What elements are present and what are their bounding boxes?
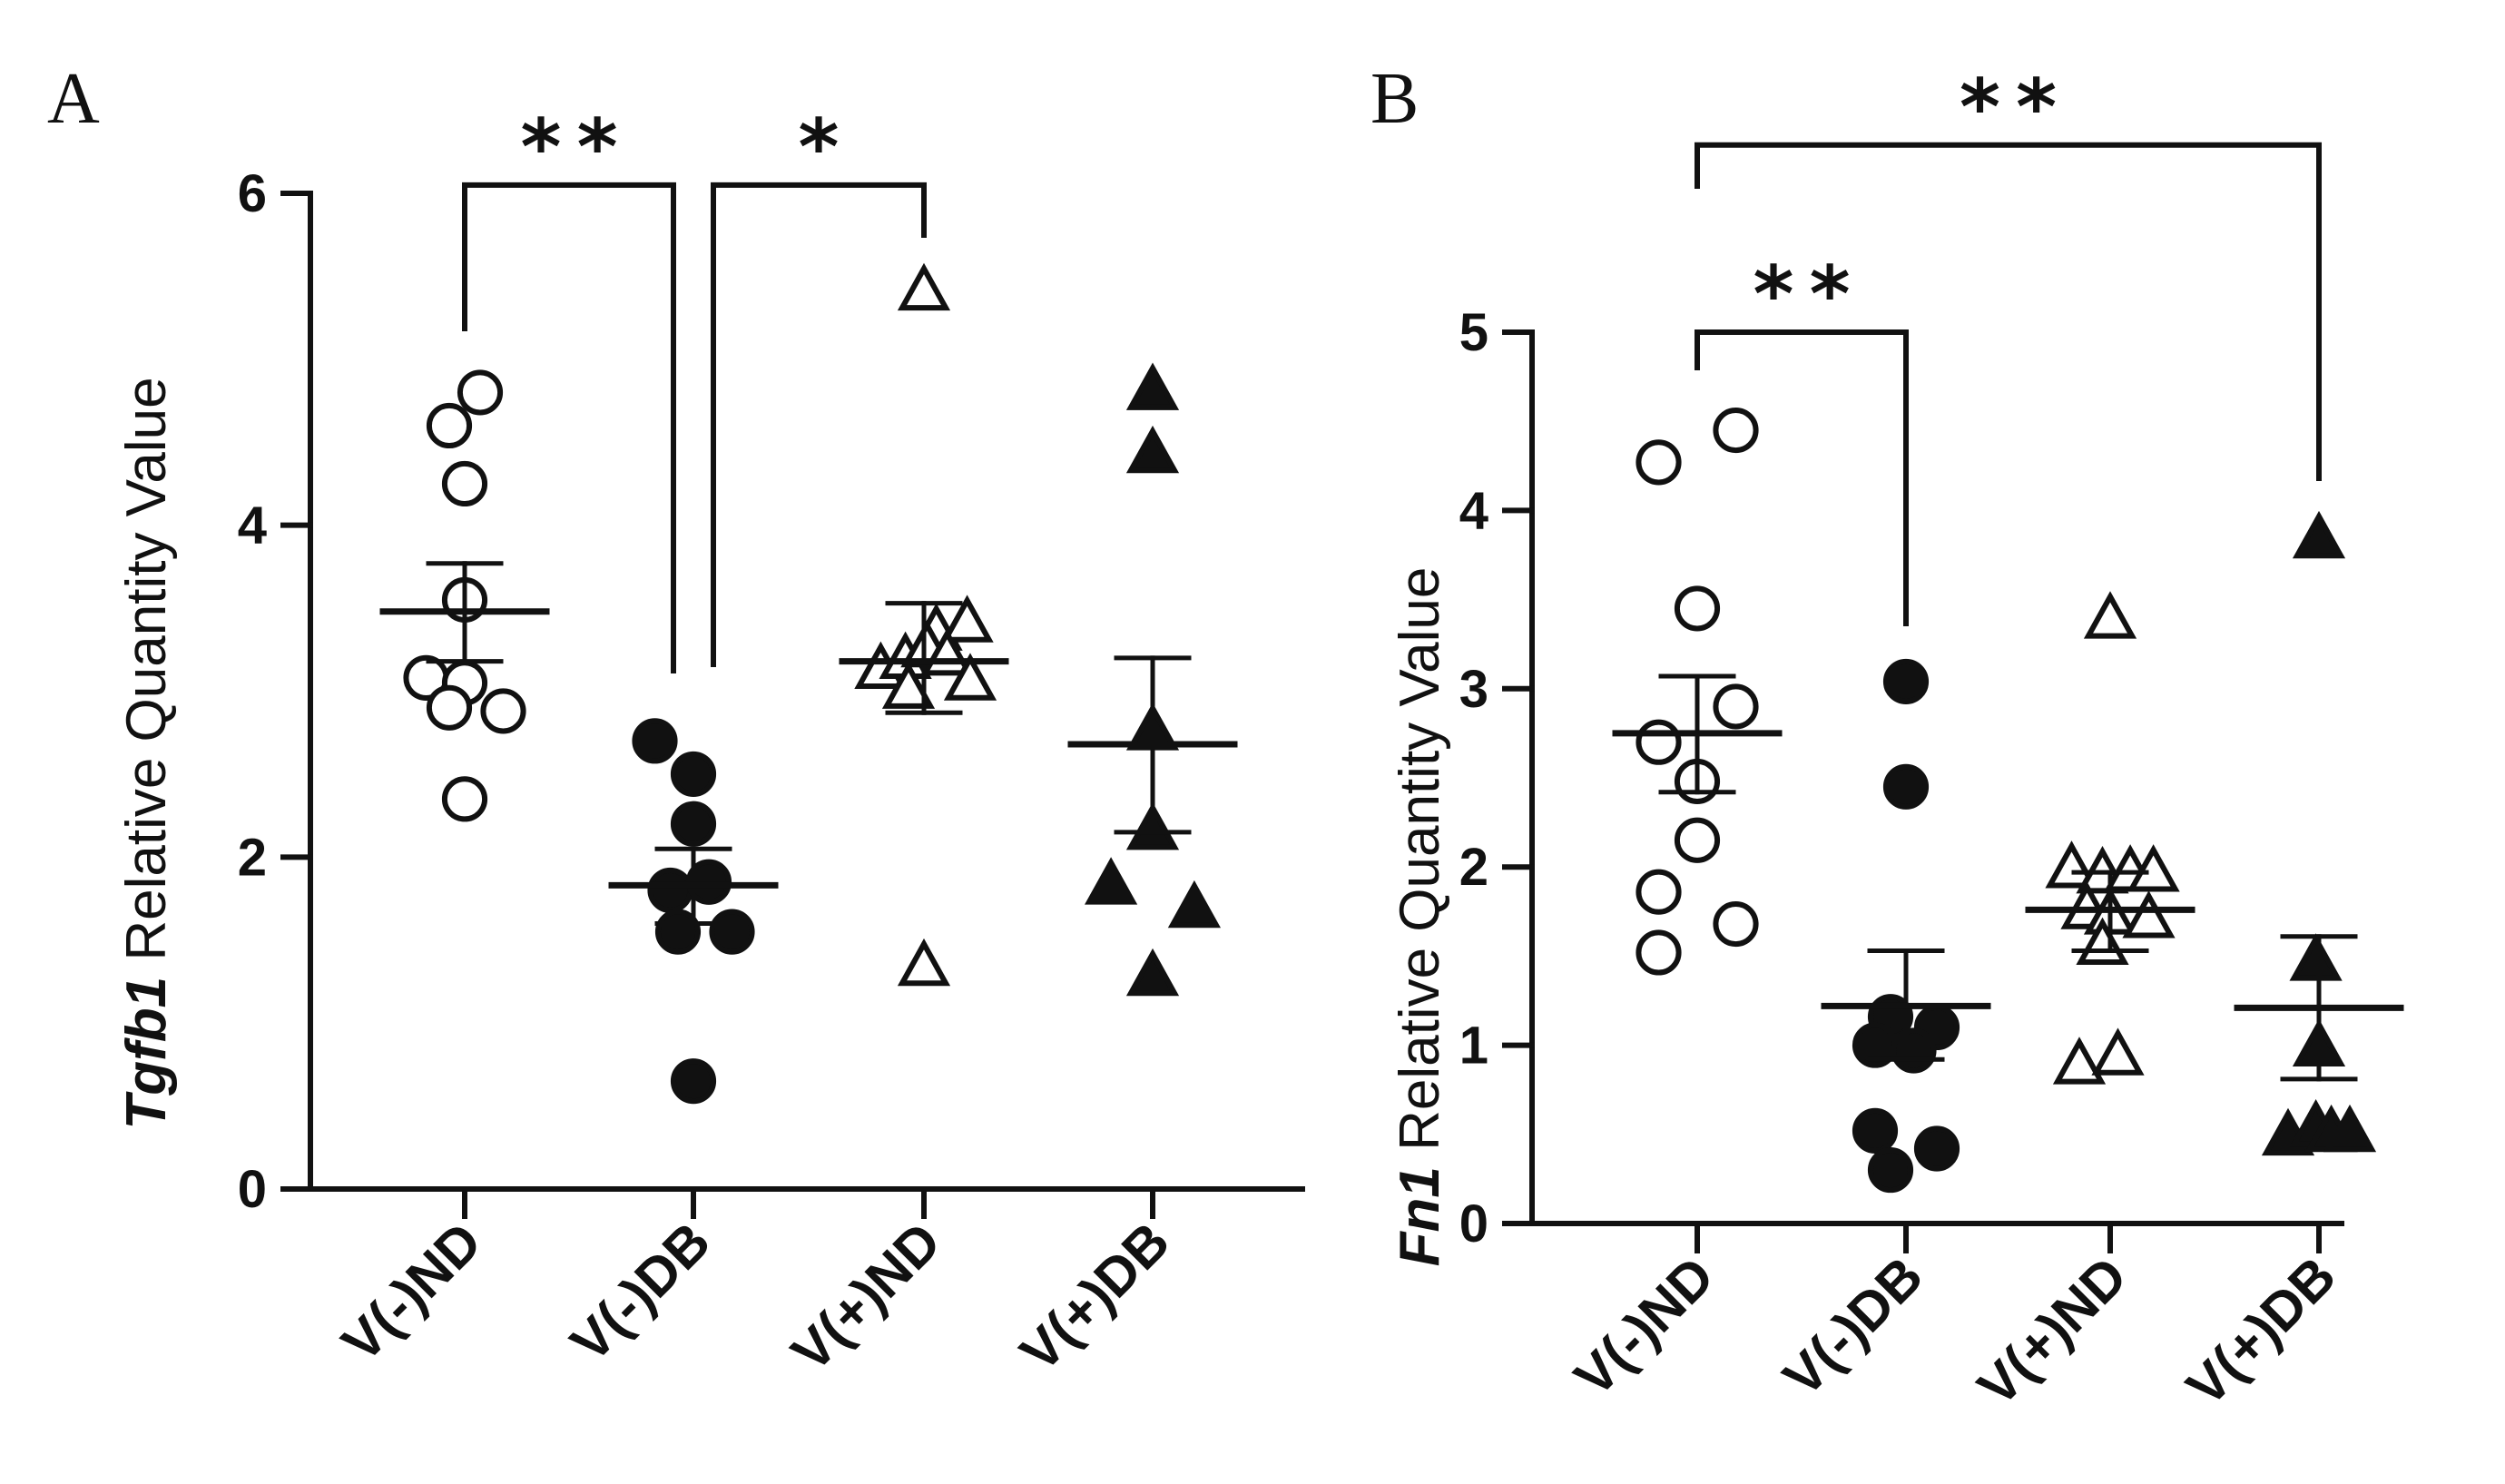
panel-a-y-tick-label: 0	[238, 1160, 267, 1219]
panel-b-y-tick-label: 1	[1459, 1017, 1488, 1076]
panel-a-data-point	[632, 718, 678, 764]
panel-b-data-point	[1867, 1147, 1914, 1194]
panel-b-data-point	[1636, 929, 1682, 976]
panel-a-significance-label: * *	[520, 103, 617, 193]
panel-b-data-point	[1913, 1125, 1960, 1172]
panel-a-data-point	[897, 262, 951, 311]
panel-a-y-axis-suffix: Relative Quantity Value	[115, 377, 178, 977]
panel-a-x-tick-label: V(+)DB	[1008, 1211, 1181, 1383]
panel-b-data-point	[1713, 407, 1759, 454]
panel-b-significance-label: * *	[1753, 250, 1850, 340]
panel-a-data-point	[1125, 948, 1180, 997]
panel-b-data-point	[1713, 900, 1759, 948]
panel-b-y-tick-label: 3	[1459, 660, 1488, 719]
panel-a-y-axis-gene: Tgfb1	[115, 977, 178, 1130]
panel-a-y-tick-label: 6	[238, 164, 267, 223]
panel-a-data-point	[943, 653, 997, 701]
panel-b-data-point	[2091, 1027, 2145, 1076]
panel-b-x-tick-label: V(+)ND	[1966, 1245, 2138, 1418]
panel-a-data-point	[670, 801, 717, 847]
panel-a-data-point	[1125, 425, 1180, 474]
panel-a-data-point	[940, 595, 994, 643]
panel-a-data-point	[426, 402, 473, 449]
panel-b-data-point	[1674, 585, 1721, 632]
panel-b-x-tick-label: V(+)DB	[2175, 1245, 2347, 1418]
panel-b-y-tick-label: 0	[1459, 1194, 1488, 1253]
panel-b-data-point	[2292, 510, 2346, 559]
panel-a-data-point	[647, 867, 693, 913]
panel-a-y-tick-label: 4	[238, 496, 267, 555]
panel-b-y-tick-label: 4	[1459, 481, 1488, 540]
panel-b-y-axis-label: Fn1 Relative Quantity Value	[1389, 567, 1451, 1267]
panel-a-data-point	[457, 369, 504, 416]
panel-b-data-point	[2127, 844, 2180, 892]
panel-b-data-point	[2289, 933, 2343, 981]
panel-a-data-point	[709, 909, 755, 955]
panel-a-letter: A	[47, 59, 100, 139]
panel-a-data-point	[441, 460, 488, 507]
panel-b-data-point	[2045, 840, 2098, 889]
panel-b-data-point	[1882, 763, 1930, 810]
panel-b-data-point	[1636, 719, 1682, 765]
panel-a-x-tick-label: V(+)ND	[780, 1211, 952, 1383]
panel-a-data-point	[441, 776, 488, 822]
panel-b-letter: B	[1370, 59, 1419, 139]
panel-a-data-point	[670, 1058, 717, 1105]
panel-a-significance-bracket	[462, 182, 676, 673]
panel-a-data-point	[1125, 362, 1180, 410]
panel-b-x-tick-label: V(-)ND	[1563, 1245, 1725, 1408]
panel-b-significance-bracket	[1695, 142, 2322, 481]
panel-b-data-point	[2052, 1037, 2107, 1085]
panel-b-data-point	[1636, 439, 1682, 486]
panel-a-significance-label: *	[799, 103, 840, 193]
panel-b-y-tick-label: 5	[1459, 303, 1488, 362]
panel-a-data-point	[897, 938, 951, 987]
panel-a: A Tgfb1 Relative Quantity Value 0 2 4 6 V(-)…	[47, 59, 1305, 1383]
panel-b-y-tick-label: 2	[1459, 838, 1488, 897]
panel-b-data-point	[1891, 1027, 1937, 1074]
panel-b-data-point	[2323, 1104, 2377, 1153]
panel-b-x-tick-label: V(-)DB	[1772, 1245, 1934, 1408]
panel-a-data-point	[670, 751, 717, 797]
panel-a-data-point	[426, 684, 473, 731]
panel-b-data-point	[1674, 817, 1721, 863]
panel-b-data-point	[2083, 591, 2137, 639]
panel-a-data-point	[1167, 880, 1221, 929]
panel-b-y-axis-suffix: Relative Quantity Value	[1389, 567, 1451, 1167]
panel-b-data-point	[1852, 1107, 1899, 1154]
panel-a-data-point	[480, 688, 526, 734]
panel-a-significance-bracket	[711, 182, 927, 667]
panel-b-data-point	[2122, 890, 2176, 939]
panel-a-y-axis-label: Tgfb1 Relative Quantity Value	[115, 377, 178, 1129]
panel-b-data-point	[1882, 658, 1930, 705]
panel-b-significance-bracket	[1695, 329, 1909, 626]
panel-a-data-point	[685, 859, 732, 905]
panel-b-data-point	[1713, 683, 1759, 730]
panel-b-significance-label: * *	[1960, 63, 2057, 153]
panel-a-x-tick-label: V(-)DB	[559, 1211, 722, 1373]
panel-a-data-point	[1085, 857, 1138, 905]
panel-b-y-axis-gene: Fn1	[1389, 1166, 1451, 1266]
panel-b: B Fn1 Relative Quantity Value 0 1 2 3 4 5 V(-)…	[1370, 59, 2404, 1418]
panel-b-data-point	[1636, 869, 1682, 915]
panel-a-x-tick-label: V(-)ND	[330, 1211, 493, 1373]
panel-a-y-tick-label: 2	[238, 828, 267, 887]
panel-a-data-point	[881, 661, 936, 709]
